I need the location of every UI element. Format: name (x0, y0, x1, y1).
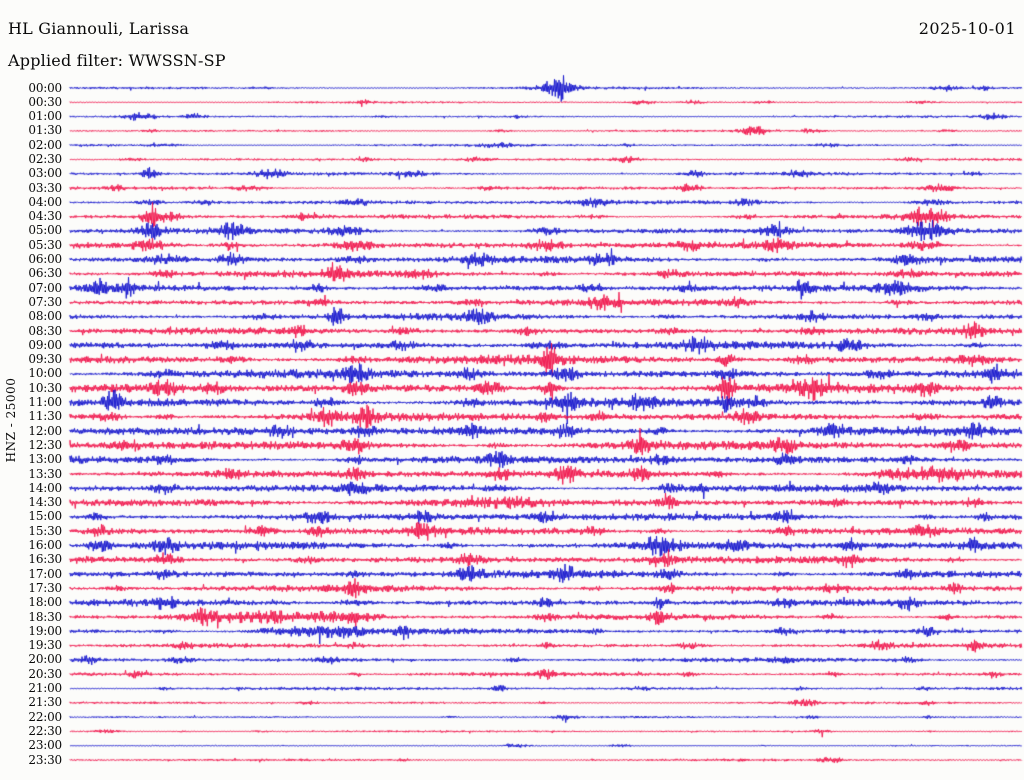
row-label: 04:00 (28, 194, 62, 209)
row-label: 07:00 (28, 280, 62, 295)
row-label: 17:30 (28, 580, 62, 595)
row-label: 18:00 (28, 595, 62, 610)
row-label: 12:00 (28, 423, 62, 438)
row-label: 21:00 (28, 681, 62, 696)
row-label: 08:00 (28, 309, 62, 324)
row-label: 06:30 (28, 266, 62, 281)
row-label: 19:30 (28, 638, 62, 653)
row-label: 14:30 (28, 495, 62, 510)
row-label: 11:00 (28, 395, 62, 410)
row-label: 01:30 (28, 123, 62, 138)
row-label: 09:00 (28, 337, 62, 352)
row-label: 06:00 (28, 252, 62, 267)
row-label: 00:30 (28, 94, 62, 109)
row-label: 10:00 (28, 366, 62, 381)
row-label: 09:30 (28, 352, 62, 367)
row-label: 13:00 (28, 452, 62, 467)
row-label: 07:30 (28, 294, 62, 309)
row-label: 05:30 (28, 237, 62, 252)
row-label: 03:00 (28, 166, 62, 181)
row-label: 08:30 (28, 323, 62, 338)
row-label: 20:00 (28, 652, 62, 667)
row-label: 16:30 (28, 552, 62, 567)
row-label: 18:30 (28, 609, 62, 624)
row-label: 19:00 (28, 623, 62, 638)
row-label: 02:00 (28, 137, 62, 152)
row-label: 23:00 (28, 738, 62, 753)
row-label: 01:00 (28, 109, 62, 124)
row-label: 22:30 (28, 723, 62, 738)
row-label: 02:30 (28, 151, 62, 166)
row-label: 22:00 (28, 709, 62, 724)
row-label: 16:00 (28, 538, 62, 553)
row-label: 04:30 (28, 209, 62, 224)
row-label: 20:30 (28, 666, 62, 681)
row-label: 15:30 (28, 523, 62, 538)
row-label: 11:30 (28, 409, 62, 424)
row-label: 23:30 (28, 752, 62, 767)
row-label: 03:30 (28, 180, 62, 195)
row-label: 13:30 (28, 466, 62, 481)
row-label: 00:00 (28, 80, 62, 95)
row-label: 17:00 (28, 566, 62, 581)
row-label: 10:30 (28, 380, 62, 395)
row-label: 14:00 (28, 480, 62, 495)
row-label: 12:30 (28, 437, 62, 452)
row-label: 15:00 (28, 509, 62, 524)
row-label: 21:30 (28, 695, 62, 710)
row-label: 05:00 (28, 223, 62, 238)
